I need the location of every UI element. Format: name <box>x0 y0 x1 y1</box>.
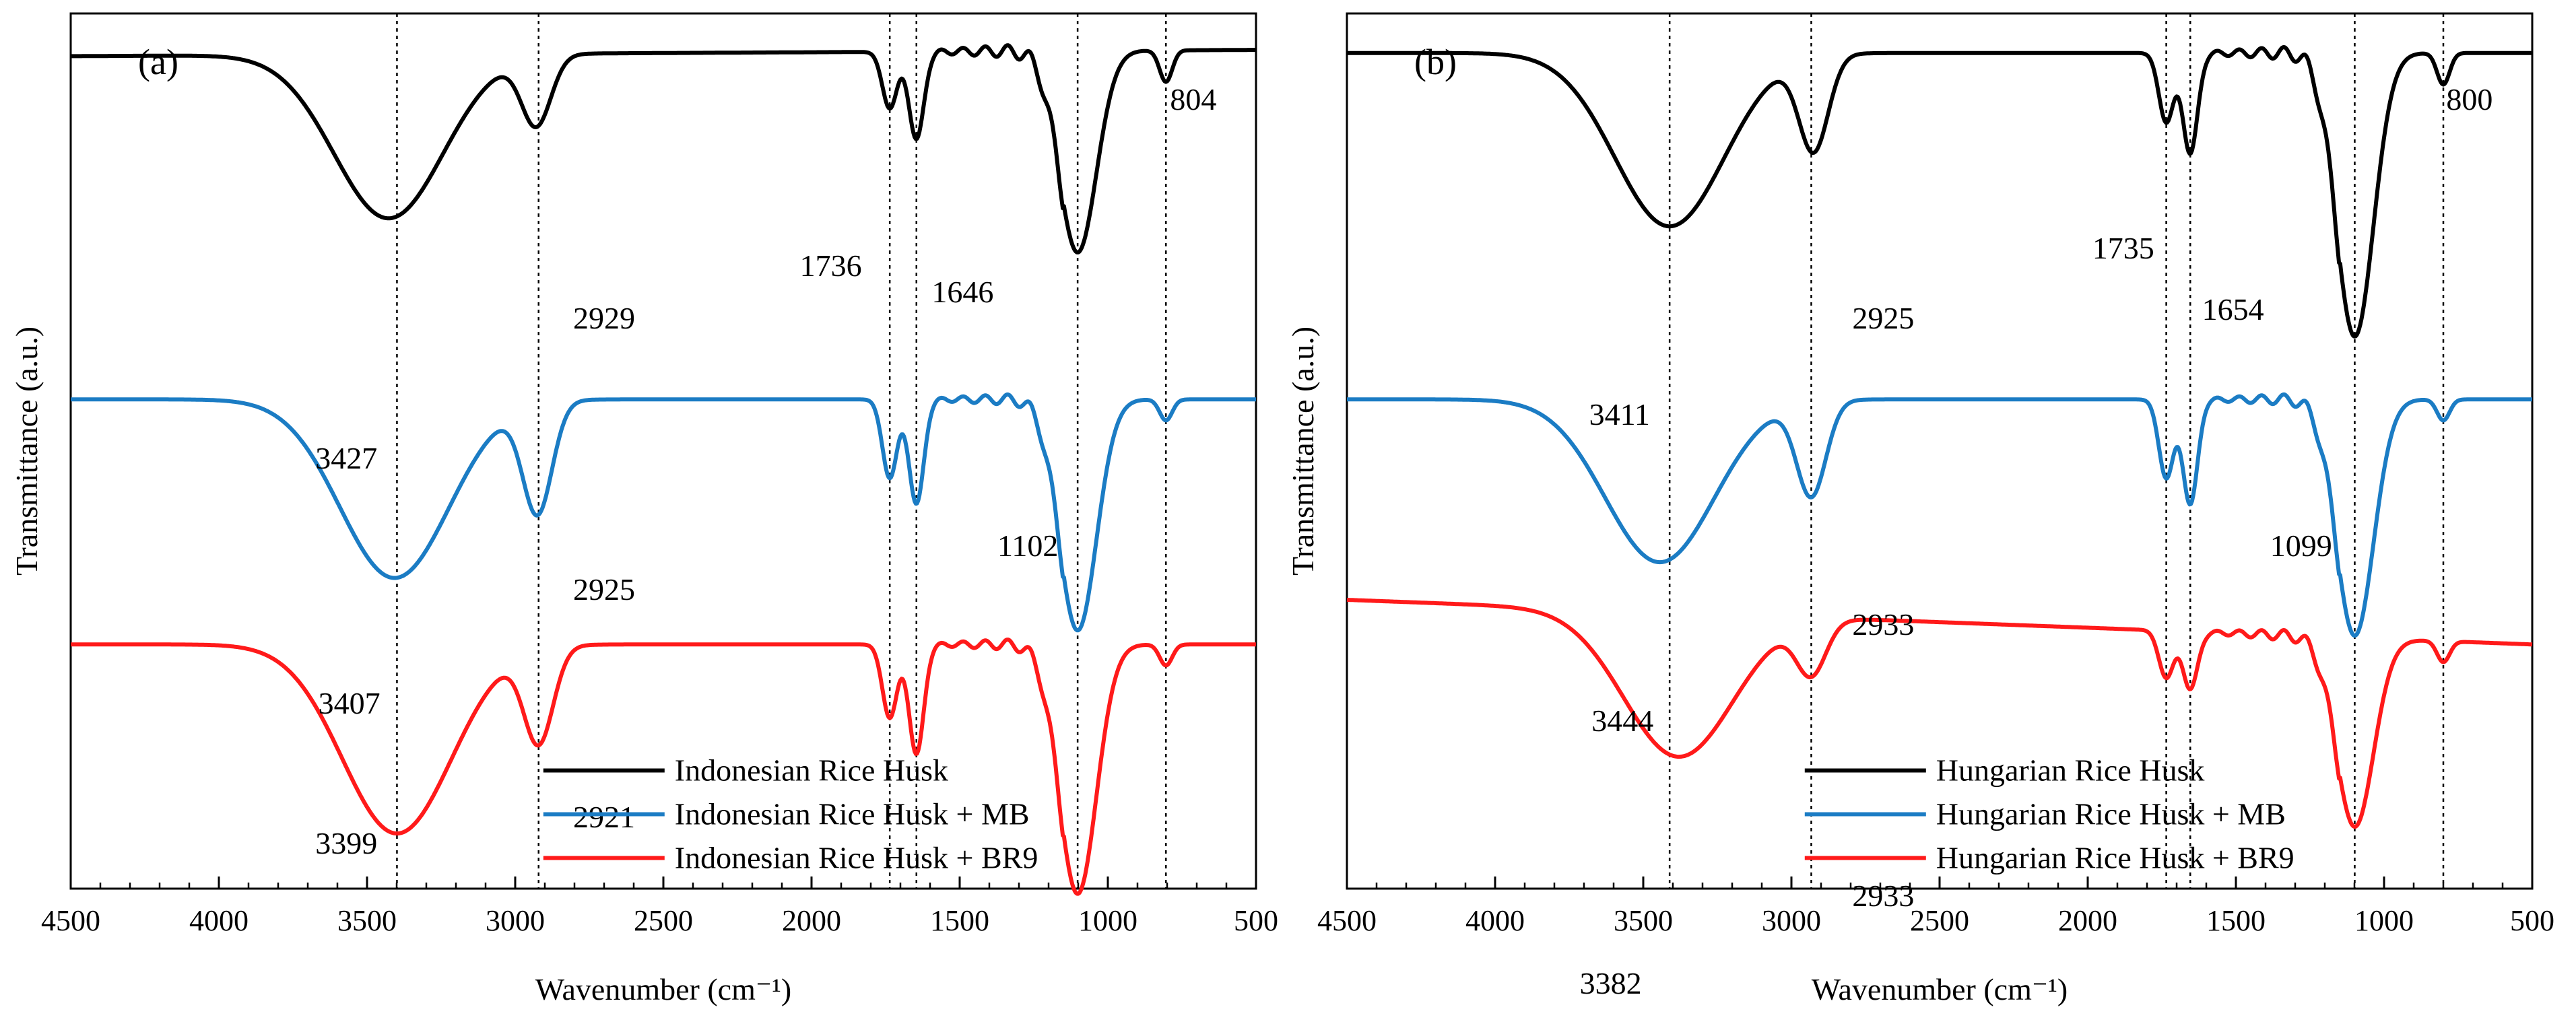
peak-annotation: 1654 <box>2202 292 2264 327</box>
x-tick-label: 1500 <box>930 904 989 937</box>
x-tick-label: 2000 <box>782 904 841 937</box>
y-axis-title: Transmittance (a.u.) <box>1286 327 1320 576</box>
peak-annotation: 3407 <box>319 686 381 720</box>
x-tick-label: 1000 <box>1078 904 1137 937</box>
x-tick-label: 4500 <box>41 904 100 937</box>
peak-annotation: 2933 <box>1852 607 1914 642</box>
peak-annotation: 3411 <box>1589 397 1650 432</box>
legend-item: Indonesian Rice Husk + MB <box>675 797 1030 831</box>
peak-annotation: 1646 <box>931 275 993 309</box>
peak-annotation: 3382 <box>1580 966 1642 1000</box>
legend-item: Hungarian Rice Husk + MB <box>1936 797 2286 831</box>
x-tick-label: 4500 <box>1317 904 1377 937</box>
x-tick-label: 500 <box>1234 904 1278 937</box>
peak-annotation: 1735 <box>2092 231 2154 265</box>
x-tick-label: 1000 <box>2354 904 2414 937</box>
series-line <box>1346 392 2534 638</box>
x-tick-label: 3500 <box>1614 904 1673 937</box>
series-line <box>69 638 1257 896</box>
x-axis-title: Wavenumber (cm⁻¹) <box>1812 972 2068 1006</box>
peak-annotation: 1099 <box>2270 528 2332 563</box>
series-line <box>69 43 1257 254</box>
series-line <box>69 392 1257 633</box>
peak-annotation: 2929 <box>573 301 635 335</box>
panel-a: 4500 4000 3500 3000 2500 2000 1500 1000 500 Waven… <box>9 12 1278 1006</box>
series-line <box>1346 598 2534 829</box>
peak-annotation: 3444 <box>1591 703 1653 738</box>
series-line <box>1346 45 2534 339</box>
x-tick-label: 3000 <box>1762 904 1821 937</box>
legend-item: Indonesian Rice Husk <box>675 753 948 788</box>
x-tick-label: 2500 <box>634 904 693 937</box>
peak-annotation: 3399 <box>315 826 377 860</box>
x-tick-label: 2500 <box>1910 904 1969 937</box>
legend-item: Indonesian Rice Husk + BR9 <box>675 841 1038 875</box>
legend-item: Hungarian Rice Husk <box>1936 753 2205 788</box>
peak-annotation: 804 <box>1170 82 1216 116</box>
peak-annotation: 2921 <box>573 800 635 834</box>
panel-label: (a) <box>138 42 178 82</box>
x-tick-label: 2000 <box>2058 904 2117 937</box>
peak-annotation: 2925 <box>573 572 635 607</box>
peak-annotation: 1102 <box>997 528 1058 563</box>
y-axis-title: Transmittance (a.u.) <box>9 327 44 576</box>
peak-annotation: 800 <box>2446 82 2492 116</box>
peak-annotation: 2925 <box>1852 301 1914 335</box>
x-tick-label: 3500 <box>337 904 397 937</box>
x-tick-label: 1500 <box>2206 904 2266 937</box>
peak-annotation: 2933 <box>1852 879 1914 913</box>
x-tick-label: 500 <box>2510 904 2554 937</box>
x-axis-title: Wavenumber (cm⁻¹) <box>535 972 792 1006</box>
peak-annotation: 3427 <box>315 441 377 475</box>
panel-label: (b) <box>1414 42 1457 82</box>
legend-item: Hungarian Rice Husk + BR9 <box>1936 841 2294 875</box>
x-tick-label: 4000 <box>189 904 249 937</box>
x-tick-label: 4000 <box>1465 904 1525 937</box>
x-tick-label: 3000 <box>486 904 545 937</box>
panel-b: 4500 4000 3500 3000 2500 2000 1500 1000 500 Waven… <box>1286 12 2554 1006</box>
peak-annotation: 1736 <box>800 248 862 283</box>
